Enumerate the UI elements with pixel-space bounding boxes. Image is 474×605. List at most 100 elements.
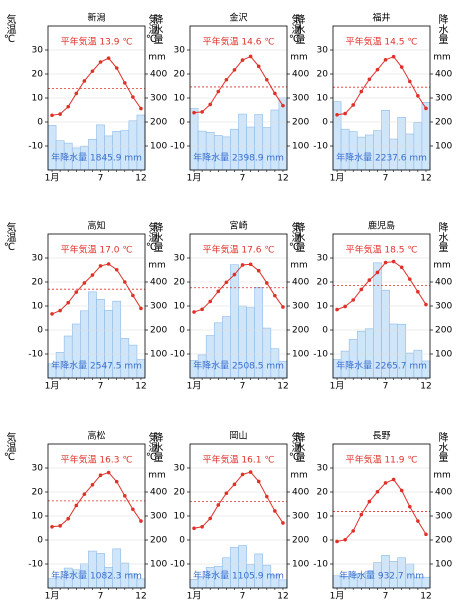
temp-line [193,263,284,313]
y-tick-label: 20 [174,488,186,498]
x-tick-label: 12 [135,382,146,392]
mean-temp-label: 平年気温 13.9 ℃ [61,36,133,48]
temp-dot [98,60,103,64]
y-tick-label: 30 [32,464,44,474]
right-axis-unit: mm [433,261,451,271]
x-tick-label: 12 [277,382,288,392]
y-tick-label: 20 [174,278,186,288]
chart-title: 金沢 [229,12,247,24]
y-tick-label: 0 [37,326,43,336]
temp-dot [232,272,237,277]
temp-dot [256,64,261,69]
right-axis-unit: mm [148,471,166,481]
temp-dot [335,113,339,117]
left-axis-label: 気温℃ [289,431,301,463]
temp-dot [74,503,79,508]
temp-dot [232,482,237,487]
temp-line [193,55,284,114]
precip-bar [373,130,382,171]
precip-bar [112,548,122,589]
temp-dot [106,470,111,475]
y-tick-label: 10 [174,512,186,522]
x-tick-label: 7 [240,174,246,184]
y-tick-label: -10 [28,560,43,570]
y2-tick-label: 300 [292,302,309,312]
temp-dot [131,507,135,512]
temp-dot [416,94,420,98]
temp-dot [424,106,428,111]
y2-tick-label: 100 [435,350,452,360]
x-tick-label: 1月 [330,173,345,184]
y-tick-label: 0 [37,118,43,128]
temp-dot [264,77,269,82]
right-axis-unit: mm [433,53,451,63]
y-tick-label: 30 [174,46,186,56]
right-axis-label: 降水量 [436,221,448,252]
temp-dot [248,54,253,59]
mean-temp-label: 平年気温 16.3 ℃ [61,454,133,466]
temp-dot [139,519,143,523]
y2-tick-label: 400 [150,70,167,80]
x-tick-label: 7 [98,592,104,602]
temp-dot [208,299,213,304]
temp-dot [273,293,277,298]
temp-dot [232,68,237,72]
y2-tick-label: 300 [435,302,452,312]
chart-title: 岡山 [229,431,247,442]
y-tick-label: 20 [32,278,44,288]
plot-frame [189,25,288,171]
right-axis-unit: mm [148,53,166,63]
x-tick-label: 12 [135,174,146,184]
y2-tick-label: 200 [292,536,309,546]
temp-dot [74,91,79,96]
x-tick-label: 7 [98,174,104,184]
y-tick-label: 0 [179,536,185,546]
y-tick-label: -10 [170,350,185,360]
mean-temp-label: 平年気温 17.6 ℃ [203,244,275,256]
precip-bar [238,545,247,589]
y-tick-label: 30 [32,254,44,264]
y2-tick-label: 200 [435,118,452,128]
y-tick-label: 20 [32,70,44,80]
y2-tick-label: 300 [435,94,452,104]
x-tick-label: 1月 [187,381,202,392]
precip-bar [262,127,272,171]
y-tick-label: 10 [317,512,329,522]
x-tick-label: 7 [240,592,246,602]
y-tick-label: 10 [32,512,44,522]
y2-tick-label: 300 [150,512,167,522]
y-tick-label: 20 [32,488,44,498]
temp-dot [82,492,87,496]
precip-bar [88,550,97,589]
temp-dot [375,489,380,494]
temp-dot [90,273,95,277]
y2-tick-label: 200 [292,118,309,128]
x-tick-label: 1月 [45,173,60,184]
left-axis-label: 気温℃ [146,13,158,45]
temp-dot [58,308,62,313]
left-axis-label: 気温℃ [4,431,16,463]
mean-temp-label: 平年気温 14.6 ℃ [203,36,275,48]
x-tick-label: 12 [277,174,288,184]
temp-dot [367,77,372,82]
temp-dot [224,280,229,285]
temp-line [51,471,142,528]
temp-dot [407,504,412,509]
y2-tick-label: 100 [150,350,167,360]
temp-dot [424,302,428,307]
temp-dot [264,281,269,285]
temp-dot [131,95,135,99]
x-tick-label: 1月 [187,173,202,184]
temp-dot [407,79,412,84]
temp-dot [335,307,339,312]
y-tick-label: -10 [28,142,43,152]
x-tick-label: 12 [277,592,288,602]
y-tick-label: -10 [313,350,328,360]
mean-temp-label: 平年気温 17.0 ℃ [61,244,133,256]
temp-dot [359,512,364,517]
precip-bar [205,335,215,379]
precip-bar [246,126,255,171]
precip-bar [112,131,122,171]
precip-label: 年降水量 2508.5 mm [193,360,284,372]
